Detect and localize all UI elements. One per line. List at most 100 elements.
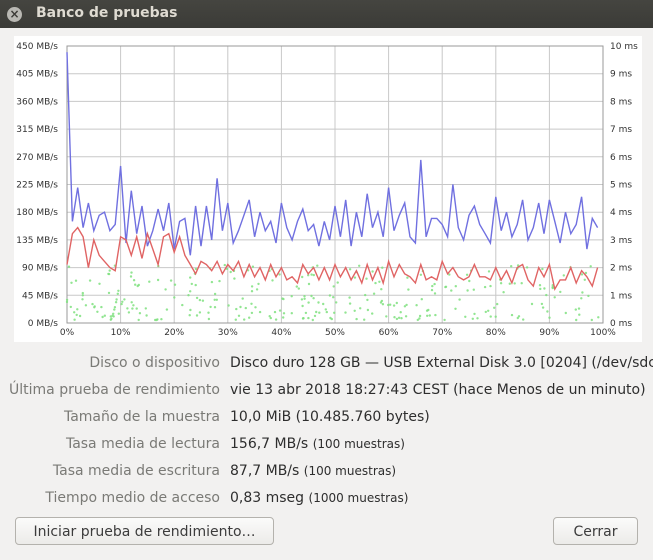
access-time-point — [476, 317, 479, 320]
access-time-point — [333, 311, 336, 314]
access-time-point — [98, 282, 101, 285]
access-time-point — [229, 270, 232, 274]
close-window-button[interactable]: × — [7, 7, 22, 22]
access-time-point — [234, 318, 237, 321]
close-button[interactable]: Cerrar — [553, 517, 638, 545]
access-time-point — [301, 304, 304, 308]
access-time-point — [169, 279, 173, 282]
access-time-point — [156, 278, 160, 282]
access-time-point — [189, 276, 192, 279]
access-time-point — [194, 283, 197, 287]
access-time-point — [131, 307, 134, 310]
info-row-device: Disco o dispositivo Disco duro 128 GB — … — [0, 355, 653, 377]
access-time-label: Tiempo medio de acceso — [45, 490, 220, 506]
access-time-point — [318, 311, 321, 314]
access-time-point — [313, 314, 317, 318]
access-time-point — [295, 285, 298, 288]
left-axis-tick-label: 90 MB/s — [22, 264, 58, 274]
right-axis-tick-label: 3 ms — [610, 236, 632, 246]
access-time-point — [489, 315, 492, 318]
access-time-point — [73, 318, 76, 321]
access-time-point — [93, 306, 96, 309]
access-time-point — [189, 290, 192, 293]
left-axis-tick-label: 405 MB/s — [16, 70, 58, 80]
access-time-point — [454, 307, 457, 310]
access-time-point — [458, 298, 461, 301]
access-time-point — [493, 306, 496, 309]
access-time-point — [201, 299, 205, 302]
access-time-point — [244, 306, 247, 310]
access-time-point — [540, 302, 544, 306]
access-time-point — [187, 294, 190, 297]
access-time-point — [96, 310, 99, 313]
access-time-point — [358, 264, 361, 267]
access-time-point — [145, 314, 148, 317]
access-time-point — [239, 305, 242, 309]
access-time-point — [207, 317, 211, 321]
info-row-sample-size: Tamaño de la muestra 10,0 MiB (10.485.76… — [0, 409, 653, 431]
access-time-point — [520, 282, 523, 285]
access-time-point — [580, 273, 584, 276]
access-time-point — [448, 273, 451, 276]
read-rate-line — [66, 52, 599, 256]
access-time-point — [393, 316, 396, 319]
access-time-point — [290, 295, 293, 298]
access-time-point — [227, 304, 230, 307]
access-time-point — [173, 283, 177, 286]
access-time-point — [389, 303, 392, 306]
right-axis-tick-label: 5 ms — [610, 181, 632, 191]
left-axis-tick-label: 360 MB/s — [16, 97, 58, 107]
access-time-point — [148, 280, 151, 283]
access-time-point — [188, 314, 191, 317]
access-time-point — [110, 317, 113, 320]
access-time-point — [577, 307, 581, 310]
access-time-point — [407, 288, 410, 291]
access-time-point — [251, 265, 255, 268]
access-time-point — [155, 318, 158, 322]
access-time-point — [76, 308, 79, 311]
left-axis-tick-label: 0 MB/s — [28, 319, 59, 329]
access-time-point — [589, 265, 592, 268]
access-time-point — [70, 281, 73, 284]
info-row-access-time: Tiempo medio de acceso 0,83 mseg (1000 m… — [0, 490, 653, 512]
access-time-point — [127, 311, 131, 314]
access-time-point — [348, 268, 352, 271]
access-time-point — [317, 301, 320, 304]
benchmark-chart-svg: 0 MB/s 0 ms 45 MB/s 1 ms 90 MB/s 2 ms 135 MB/s… — [16, 42, 638, 338]
access-time-value-text: 0,83 mseg — [230, 490, 309, 506]
access-time-point — [307, 301, 310, 304]
access-time-point — [471, 317, 474, 320]
access-time-point — [195, 296, 199, 300]
access-time-point — [450, 289, 453, 292]
sample-size-value: 10,0 MiB (10.485.760 bytes) — [230, 409, 430, 425]
access-time-point — [69, 305, 72, 309]
access-time-point — [525, 266, 529, 269]
access-time-point — [235, 307, 238, 311]
access-time-point — [116, 292, 120, 295]
access-time-point — [207, 311, 210, 314]
access-time-point — [380, 288, 383, 291]
x-axis-tick-label: 80% — [486, 328, 506, 338]
access-time-point — [371, 270, 374, 273]
access-time-point — [303, 295, 306, 298]
access-time-point — [213, 292, 217, 296]
access-time-point — [138, 312, 142, 315]
access-time-point — [132, 279, 136, 282]
start-benchmark-button[interactable]: Iniciar prueba de rendimiento… — [15, 517, 274, 545]
access-time-point — [428, 314, 431, 317]
access-time-point — [114, 301, 118, 304]
access-time-point — [584, 271, 588, 275]
window-title: Banco de pruebas — [36, 5, 178, 21]
access-time-point — [255, 288, 259, 291]
access-time-point — [434, 313, 437, 317]
access-time-point — [397, 316, 401, 319]
access-time-point — [418, 317, 421, 320]
access-time-point — [381, 266, 384, 269]
device-value-text: Disco duro 128 GB — USB External Disk 3.… — [230, 355, 653, 371]
right-axis-tick-label: 1 ms — [610, 291, 632, 301]
access-time-point — [137, 318, 140, 322]
access-time-point — [381, 303, 385, 306]
access-time-point — [271, 279, 274, 282]
access-time-point — [431, 284, 434, 288]
x-axis-tick-label: 40% — [271, 328, 291, 338]
